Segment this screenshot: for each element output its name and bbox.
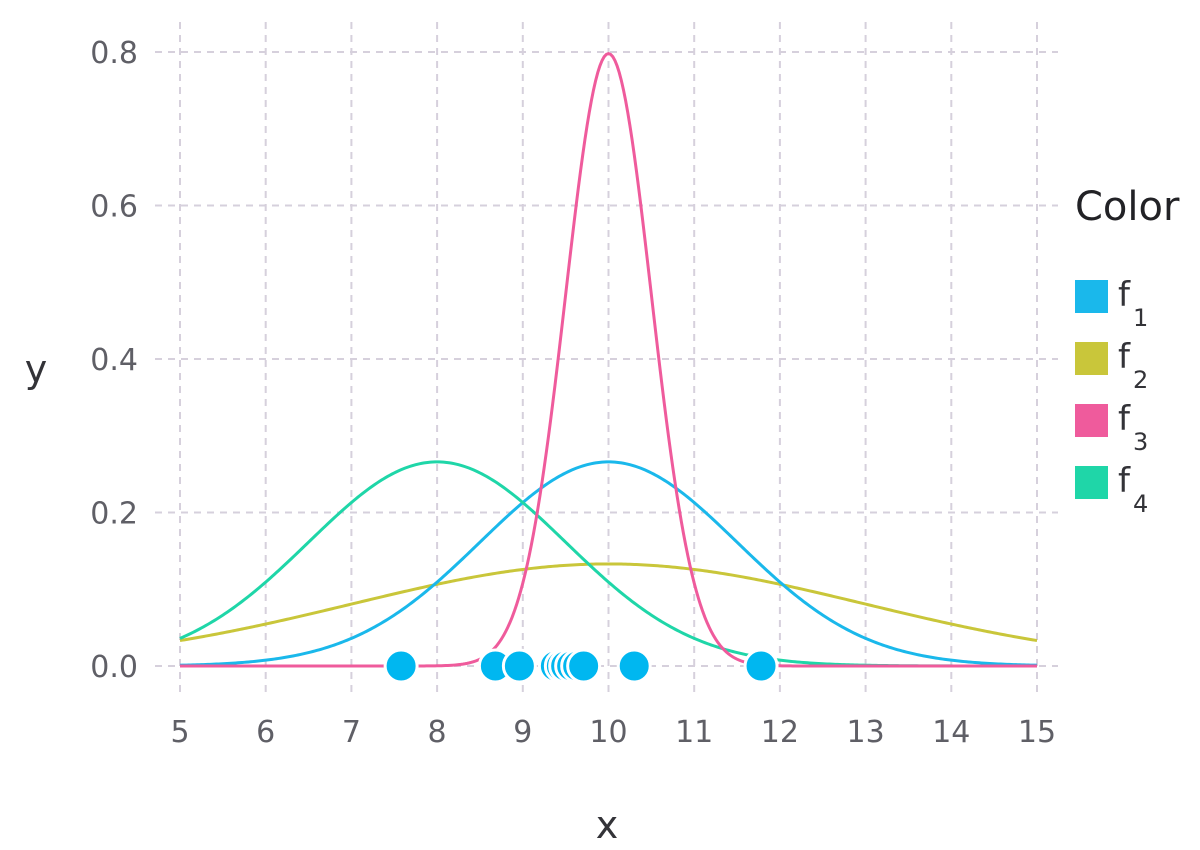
legend-swatch — [1075, 342, 1108, 375]
data-point — [501, 648, 537, 684]
y-axis-title: y — [25, 347, 48, 391]
x-tick-label: 13 — [847, 715, 885, 750]
data-point — [743, 648, 779, 684]
legend-item-f1: f1 — [1075, 275, 1148, 332]
x-tick-label: 10 — [589, 715, 627, 750]
data-points — [383, 648, 779, 684]
legend-label-subscript: 1 — [1133, 304, 1148, 332]
x-tick-label: 6 — [256, 715, 275, 750]
legend-item-f3: f3 — [1075, 399, 1148, 456]
x-axis-title: x — [596, 803, 619, 847]
data-point — [383, 648, 419, 684]
legend-label-subscript: 4 — [1133, 490, 1148, 518]
y-tick-label: 0.8 — [90, 36, 138, 71]
series-line-f2 — [179, 562, 1038, 643]
legend-label: f — [1118, 399, 1131, 439]
x-tick-label: 7 — [342, 715, 361, 750]
x-tick-label: 9 — [513, 715, 532, 750]
y-tick-label: 0.6 — [90, 190, 138, 225]
x-tick-label: 15 — [1018, 715, 1056, 750]
y-tick-label: 0.2 — [90, 497, 138, 532]
y-tick-label: 0.4 — [90, 343, 138, 378]
data-point — [616, 648, 652, 684]
legend-label: f — [1118, 337, 1131, 377]
legend-label-subscript: 3 — [1133, 428, 1148, 456]
legend-swatch — [1075, 404, 1108, 437]
series-line-f3 — [180, 52, 1037, 668]
y-tick-labels: 0.0 0.2 0.4 0.6 0.8 — [90, 36, 138, 685]
x-tick-label: 8 — [428, 715, 447, 750]
data-point — [566, 648, 602, 684]
legend-label: f — [1118, 461, 1131, 501]
legend-item-f4: f4 — [1075, 461, 1148, 518]
x-tick-label: 12 — [761, 715, 799, 750]
x-tick-label: 14 — [932, 715, 970, 750]
series-lines — [179, 52, 1038, 668]
x-tick-label: 5 — [170, 715, 189, 750]
legend-label: f — [1118, 275, 1131, 315]
grid — [155, 22, 1058, 692]
legend-item-f2: f2 — [1075, 337, 1148, 394]
legend-label-subscript: 2 — [1133, 366, 1148, 394]
legend-swatch — [1075, 466, 1108, 499]
series-line-f1 — [179, 460, 1038, 667]
legend-swatch — [1075, 280, 1108, 313]
legend-title: Color — [1075, 184, 1180, 230]
x-tick-labels: 5 6 7 8 9 10 11 12 13 14 15 — [170, 715, 1056, 750]
y-tick-label: 0.0 — [90, 650, 138, 685]
x-tick-label: 11 — [675, 715, 713, 750]
